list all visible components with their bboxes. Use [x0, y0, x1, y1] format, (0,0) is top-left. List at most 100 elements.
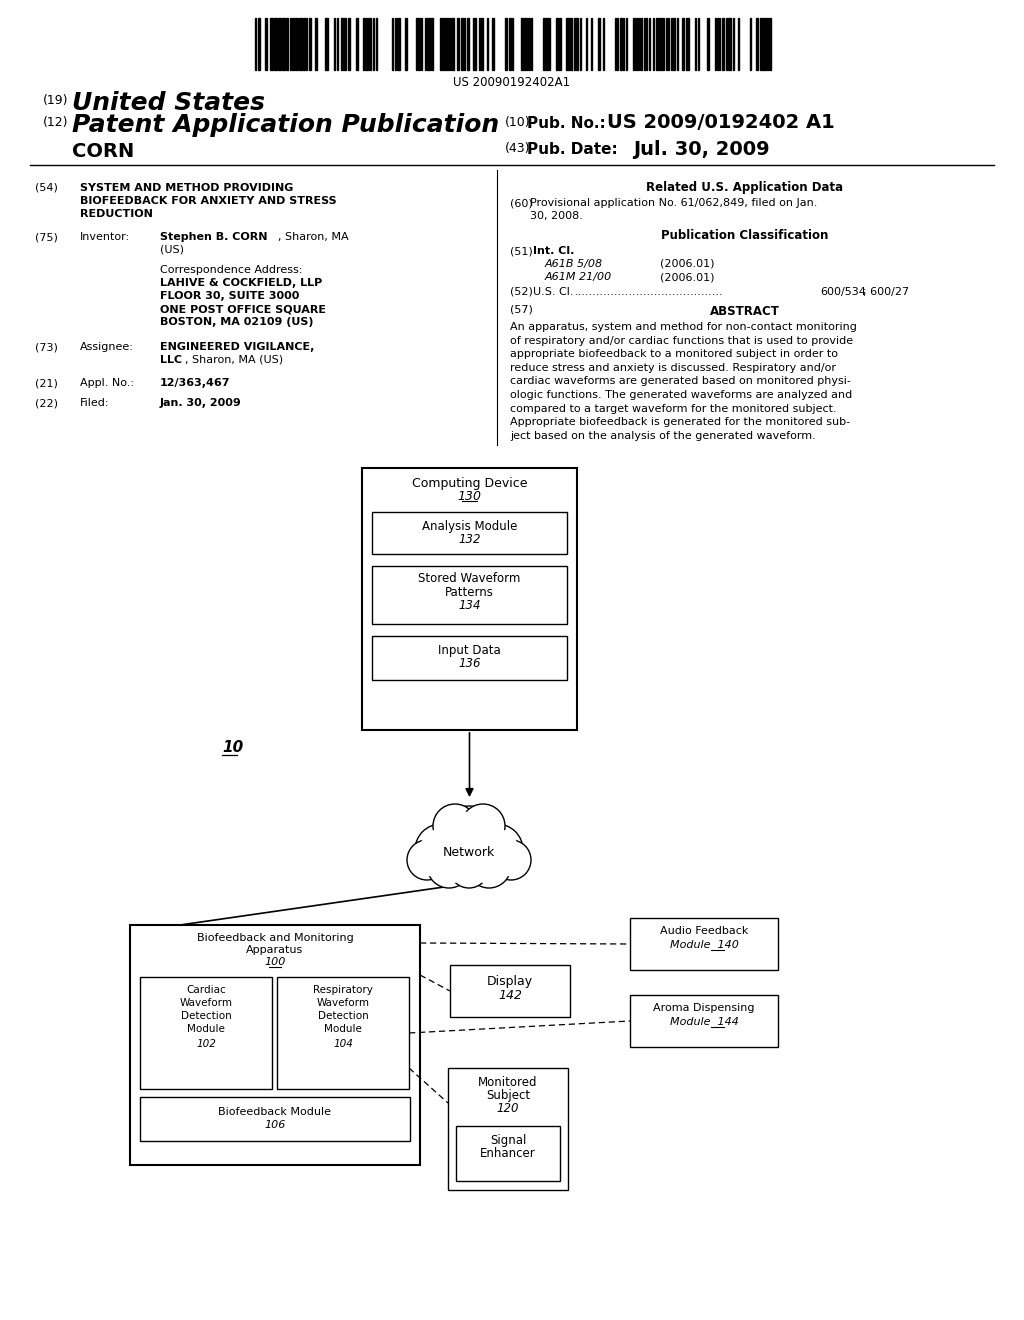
Bar	[486, 18, 488, 70]
Bar	[652, 18, 654, 70]
Bar	[467, 18, 469, 70]
Bar	[314, 18, 316, 70]
Bar	[457, 18, 459, 70]
Bar	[524, 18, 525, 70]
Bar	[418, 18, 420, 70]
Bar	[366, 18, 368, 70]
Text: 110: 110	[457, 861, 481, 873]
Circle shape	[433, 804, 477, 847]
Text: 30, 2008.: 30, 2008.	[530, 211, 583, 220]
Bar	[302, 18, 304, 70]
Bar	[662, 18, 664, 70]
Circle shape	[427, 843, 471, 888]
Bar	[391, 18, 393, 70]
Bar	[725, 18, 727, 70]
Text: Assignee:: Assignee:	[80, 342, 134, 352]
Circle shape	[471, 824, 523, 876]
Bar	[614, 18, 616, 70]
Text: (21): (21)	[35, 378, 58, 388]
Text: United States: United States	[72, 91, 265, 115]
Bar	[597, 18, 599, 70]
Text: (19): (19)	[43, 94, 68, 107]
Text: Filed:: Filed:	[80, 399, 110, 408]
Text: 100: 100	[264, 957, 286, 968]
Bar	[295, 18, 297, 70]
Bar	[337, 18, 338, 70]
Circle shape	[415, 824, 467, 876]
Text: Biofeedback and Monitoring: Biofeedback and Monitoring	[197, 933, 353, 942]
Text: An apparatus, system and method for non-contact monitoring
of respiratory and/or: An apparatus, system and method for non-…	[510, 322, 857, 441]
Text: Waveform: Waveform	[179, 998, 232, 1008]
Text: Pub. Date:: Pub. Date:	[527, 143, 617, 157]
Bar	[325, 18, 328, 70]
Text: 12/363,467: 12/363,467	[160, 378, 230, 388]
FancyBboxPatch shape	[456, 1126, 560, 1181]
Text: (US): (US)	[160, 246, 184, 255]
Text: 122: 122	[497, 1160, 519, 1173]
FancyBboxPatch shape	[630, 995, 778, 1047]
Bar	[509, 18, 511, 70]
Text: , Sharon, MA (US): , Sharon, MA (US)	[185, 355, 283, 366]
Bar	[682, 18, 683, 70]
Bar	[270, 18, 273, 70]
Bar	[362, 18, 365, 70]
Bar	[586, 18, 587, 70]
Bar	[566, 18, 569, 70]
Text: Respiratory: Respiratory	[313, 985, 373, 995]
Text: 120: 120	[497, 1102, 519, 1115]
Circle shape	[495, 843, 527, 876]
Text: Enhancer: Enhancer	[480, 1147, 536, 1160]
Text: ; 600/27: ; 600/27	[863, 286, 909, 297]
FancyBboxPatch shape	[140, 977, 272, 1089]
Text: Display: Display	[487, 975, 534, 987]
Circle shape	[453, 851, 485, 884]
Bar	[258, 18, 260, 70]
Bar	[265, 18, 266, 70]
Circle shape	[461, 804, 505, 847]
FancyBboxPatch shape	[130, 925, 420, 1166]
Text: Module  140: Module 140	[670, 940, 738, 950]
Text: Int. Cl.: Int. Cl.	[534, 246, 574, 256]
Circle shape	[471, 847, 507, 884]
Text: 102: 102	[196, 1039, 216, 1049]
Text: (2006.01): (2006.01)	[660, 272, 715, 282]
Text: Analysis Module: Analysis Module	[422, 520, 517, 533]
FancyBboxPatch shape	[372, 512, 567, 554]
FancyBboxPatch shape	[372, 566, 567, 624]
Bar	[274, 18, 278, 70]
Bar	[543, 18, 545, 70]
Text: FLOOR 30, SUITE 3000: FLOOR 30, SUITE 3000	[160, 290, 299, 301]
Text: Biofeedback Module: Biofeedback Module	[218, 1107, 332, 1117]
Circle shape	[411, 843, 443, 876]
Text: Module: Module	[187, 1024, 225, 1034]
Bar	[282, 18, 285, 70]
Text: A61B 5/08: A61B 5/08	[545, 259, 603, 269]
Text: Stored Waveform: Stored Waveform	[419, 572, 520, 585]
Text: Subject: Subject	[486, 1089, 530, 1102]
Text: Patterns: Patterns	[445, 586, 494, 599]
Text: (10): (10)	[505, 116, 530, 129]
Text: (60): (60)	[510, 198, 532, 209]
Bar	[369, 18, 371, 70]
Bar	[278, 18, 281, 70]
Text: (22): (22)	[35, 399, 58, 408]
Circle shape	[442, 812, 496, 865]
Text: CORN: CORN	[72, 143, 134, 161]
Text: (51): (51)	[510, 246, 532, 256]
FancyBboxPatch shape	[449, 1068, 568, 1191]
Bar	[760, 18, 762, 70]
Bar	[300, 18, 301, 70]
Bar	[461, 18, 463, 70]
Text: A61M 21/00: A61M 21/00	[545, 272, 612, 282]
Text: Jan. 30, 2009: Jan. 30, 2009	[160, 399, 242, 408]
Circle shape	[407, 840, 447, 880]
Text: Provisional application No. 61/062,849, filed on Jan.: Provisional application No. 61/062,849, …	[530, 198, 817, 209]
Circle shape	[467, 843, 511, 888]
Text: LAHIVE & COCKFIELD, LLP: LAHIVE & COCKFIELD, LLP	[160, 279, 323, 288]
Text: Input Data: Input Data	[438, 644, 501, 657]
Text: Network: Network	[442, 846, 496, 859]
Text: (2006.01): (2006.01)	[660, 259, 715, 269]
Bar	[344, 18, 346, 70]
Text: REDUCTION: REDUCTION	[80, 209, 153, 219]
Text: ENGINEERED VIGILANCE,: ENGINEERED VIGILANCE,	[160, 342, 314, 352]
